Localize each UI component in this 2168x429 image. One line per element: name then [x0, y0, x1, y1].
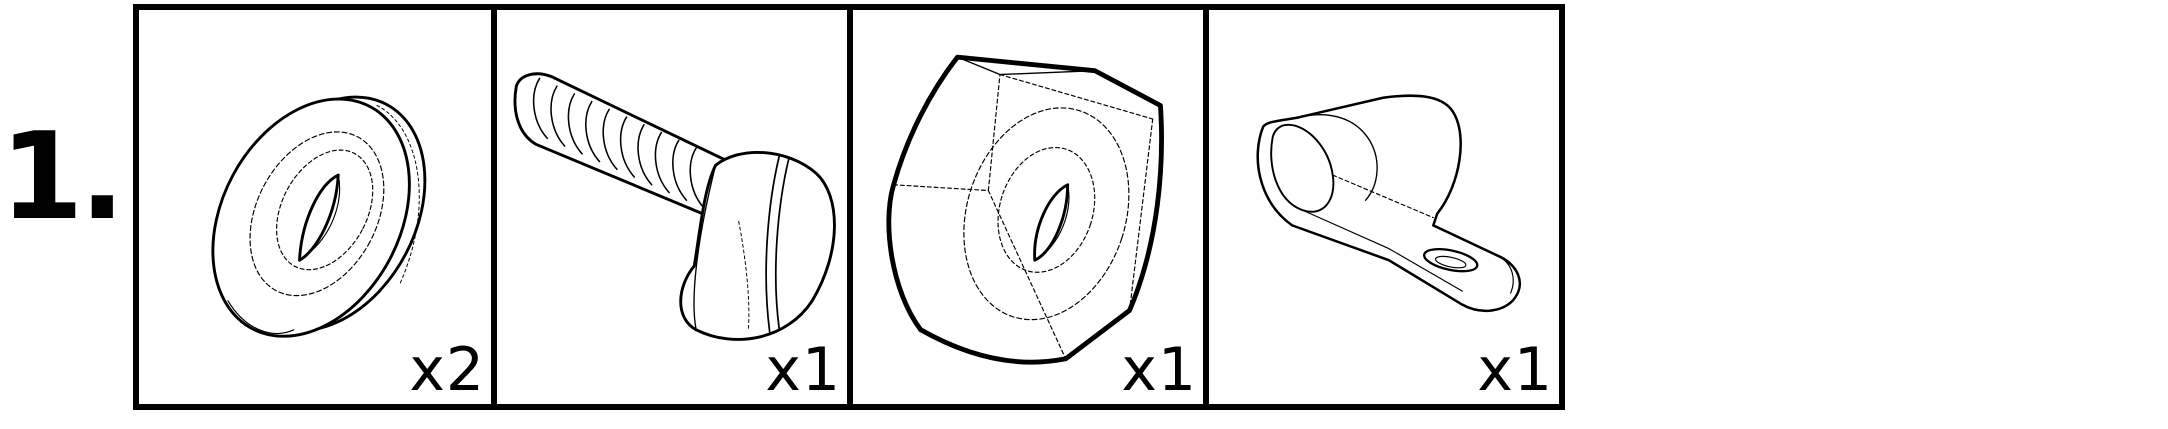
- quantity-label: x1: [1121, 335, 1197, 405]
- washer-icon: [211, 95, 427, 338]
- part-panel-clamp: x1: [1203, 4, 1565, 410]
- cable-clamp-icon: [1256, 94, 1522, 312]
- part-panel-washer: x2: [133, 4, 497, 410]
- parts-list: x2: [133, 4, 1565, 410]
- hex-nut-icon: [886, 54, 1164, 365]
- quantity-label: x2: [409, 335, 485, 405]
- step-number: 1.: [0, 108, 125, 247]
- quantity-label: x1: [765, 335, 841, 405]
- part-panel-nut: x1: [847, 4, 1209, 410]
- part-panel-screw: x1: [491, 4, 853, 410]
- quantity-label: x1: [1477, 335, 1553, 405]
- slotted-screw-icon: [513, 72, 836, 341]
